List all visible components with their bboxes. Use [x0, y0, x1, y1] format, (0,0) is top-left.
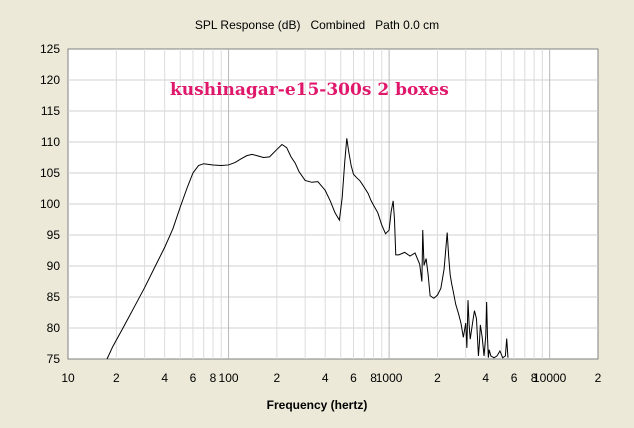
x-tick-label: 1000 — [376, 371, 403, 385]
x-tick-label: 2 — [113, 371, 120, 385]
x-axis-label: Frequency (hertz) — [267, 398, 368, 412]
y-tick-label: 110 — [41, 135, 60, 149]
x-tick-label: 4 — [161, 371, 168, 385]
y-tick-label: 105 — [40, 166, 60, 180]
x-tick-label: 8 — [370, 371, 377, 385]
y-tick-label: 120 — [40, 73, 60, 87]
x-tick-label: 6 — [190, 371, 197, 385]
y-tick-label: 75 — [47, 352, 61, 366]
y-tick-label: 115 — [41, 104, 60, 118]
y-tick-label: 85 — [47, 290, 61, 304]
x-tick-label: 10 — [61, 371, 75, 385]
x-tick-label: 8 — [210, 371, 217, 385]
grid-lines — [68, 49, 598, 359]
x-tick-label: 2 — [595, 371, 602, 385]
y-tick-label: 100 — [40, 197, 60, 211]
x-tick-label: 4 — [322, 371, 329, 385]
chart-annotation: kushinagar-e15-300s 2 boxes — [170, 80, 449, 100]
x-tick-label: 2 — [434, 371, 441, 385]
x-tick-label: 10000 — [533, 371, 567, 385]
y-tick-label: 90 — [47, 259, 61, 273]
x-tick-label: 4 — [482, 371, 489, 385]
y-tick-label: 80 — [47, 321, 61, 335]
x-tick-label: 100 — [219, 371, 239, 385]
x-tick-label: 8 — [531, 371, 538, 385]
spl-response-curve — [106, 138, 509, 360]
y-tick-label: 95 — [47, 228, 61, 242]
x-tick-label: 6 — [350, 371, 357, 385]
chart-title: SPL Response (dB) Combined Path 0.0 cm — [195, 18, 439, 32]
y-tick-label: 125 — [40, 42, 60, 56]
x-tick-label: 6 — [511, 371, 518, 385]
x-tick-label: 2 — [274, 371, 281, 385]
